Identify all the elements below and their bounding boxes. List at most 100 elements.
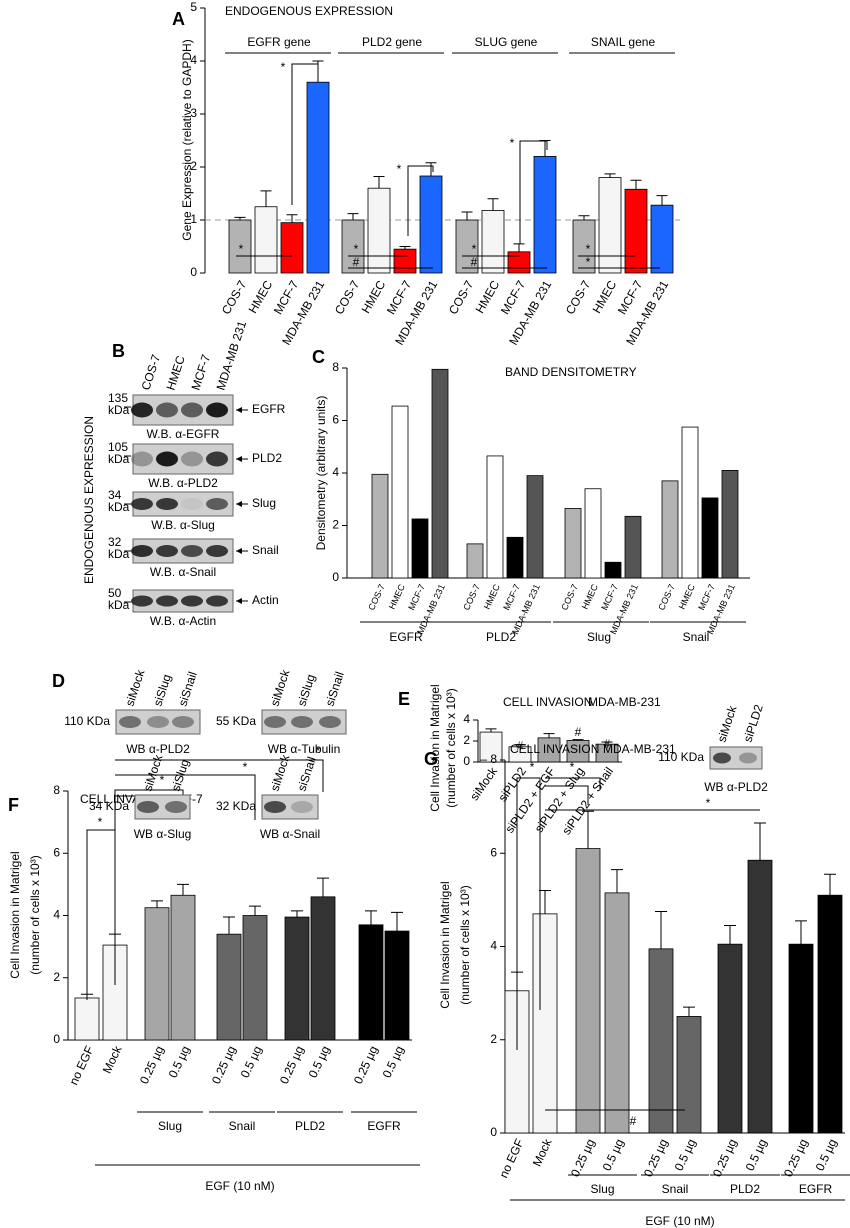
- annotation: *: [472, 242, 477, 256]
- x-tick-label: MCF-7: [406, 583, 427, 612]
- panel-letter: B: [112, 341, 125, 361]
- bar: [648, 948, 674, 1134]
- side-label: ENDOGENOUS EXPRESSION: [82, 416, 96, 584]
- x-tick-label: MCF-7: [599, 583, 620, 612]
- size-label: 34: [108, 488, 122, 502]
- y-tick-label: 2: [53, 970, 60, 984]
- bar: [254, 206, 278, 274]
- bar: [284, 916, 310, 1041]
- error-bar: [572, 739, 584, 741]
- band: [206, 498, 228, 510]
- x-tick-label: 0.25 µg: [209, 1044, 239, 1086]
- group-label: PLD2: [486, 630, 516, 644]
- group-label: Slug: [158, 1119, 182, 1133]
- blot-caption: W.B. α-Snail: [150, 565, 216, 579]
- x-tick-label: COS-7: [461, 583, 482, 612]
- x-tick-label: Mock: [100, 1043, 125, 1076]
- bracket: [115, 759, 324, 792]
- annotation: *: [510, 136, 515, 150]
- target-label: EGFR: [252, 402, 286, 416]
- band: [181, 402, 203, 418]
- lane-label: siMock: [268, 667, 293, 708]
- annotation: *: [586, 242, 591, 256]
- bar: [280, 222, 304, 274]
- x-tick-label: HMEC: [677, 582, 697, 611]
- error-bar: [543, 733, 555, 738]
- group-label: PLD2 gene: [362, 35, 422, 49]
- y-tick-label: 0: [463, 754, 470, 768]
- bar: [532, 913, 558, 1134]
- bar: [431, 368, 449, 579]
- lane-label: siSnail: [295, 755, 319, 793]
- band: [165, 801, 187, 813]
- x-tick-label: COS-7: [332, 278, 363, 317]
- size-unit: kDa: [108, 547, 130, 561]
- annotation: #: [575, 725, 582, 739]
- annotation: *: [706, 796, 711, 810]
- lane-label: siMock: [715, 703, 740, 744]
- y-axis-label: Cell Invasion in Matrigel: [428, 684, 442, 811]
- blot-caption: WB α-Snail: [260, 827, 320, 841]
- blot-caption: W.B. α-EGFR: [147, 427, 220, 441]
- annotation: *: [243, 760, 248, 774]
- panel-letter: A: [172, 9, 185, 29]
- band: [137, 801, 159, 813]
- bar: [371, 473, 389, 579]
- error-bar: [223, 916, 235, 935]
- error-bar: [286, 214, 298, 223]
- blot-caption: W.B. α-Slug: [151, 518, 215, 532]
- error-bar: [373, 176, 385, 189]
- bar: [504, 990, 530, 1134]
- x-tick-label: 0.5 µg: [600, 1137, 627, 1173]
- panel-letter: E: [398, 689, 410, 709]
- annotation: #: [471, 255, 478, 269]
- x-tick-label: COS-7: [563, 278, 594, 317]
- y-axis-label: Cell Invasion in Matrigel: [8, 851, 22, 978]
- lane-label: siMock: [268, 752, 293, 793]
- size-unit: kDa: [108, 598, 130, 612]
- y-tick-label: 2: [463, 733, 470, 747]
- error-bar: [347, 213, 359, 220]
- y-axis-label: Cell Invasion in Matrigel: [438, 881, 452, 1008]
- bar: [411, 518, 429, 579]
- error-bar: [317, 877, 329, 897]
- y-tick-label: 4: [490, 939, 497, 953]
- size-label: 32: [108, 535, 122, 549]
- lane-label: siSlug: [295, 672, 318, 707]
- group-label: PLD2: [730, 1182, 760, 1196]
- x-tick-label: 0.5 µg: [306, 1044, 333, 1080]
- bar: [310, 896, 336, 1041]
- error-bar: [234, 216, 246, 220]
- arrow-head: [236, 501, 242, 507]
- y-tick-label: 4: [332, 465, 339, 479]
- bar: [701, 497, 719, 579]
- group-label: SNAIL gene: [591, 35, 656, 49]
- band: [206, 595, 228, 607]
- annotation: #: [517, 739, 524, 753]
- band: [147, 716, 169, 728]
- y-tick-label: 0: [332, 570, 339, 584]
- bracket: [545, 777, 601, 790]
- size-label: 50: [108, 586, 122, 600]
- error-bar: [399, 246, 411, 250]
- annotation: *: [239, 242, 244, 256]
- size-label: 32 KDa: [216, 799, 256, 813]
- band: [181, 545, 203, 557]
- chart-title: CELL INVASION: [510, 742, 599, 756]
- bar: [747, 859, 773, 1134]
- bar: [419, 175, 443, 274]
- band: [739, 752, 757, 764]
- error-bar: [656, 195, 668, 206]
- blot-caption: W.B. α-Actin: [150, 614, 216, 628]
- panel-letter: F: [8, 795, 19, 815]
- x-tick-label: COS-7: [219, 278, 250, 317]
- group-label: PLD2: [295, 1119, 325, 1133]
- annotation: *: [570, 760, 575, 774]
- bar: [393, 248, 417, 274]
- x-tick-label: HMEC: [482, 582, 502, 611]
- error-bar: [539, 140, 551, 157]
- band: [131, 545, 153, 557]
- bracket: [115, 774, 256, 820]
- size-unit: kDa: [108, 403, 130, 417]
- lane-label: siMock: [123, 667, 148, 708]
